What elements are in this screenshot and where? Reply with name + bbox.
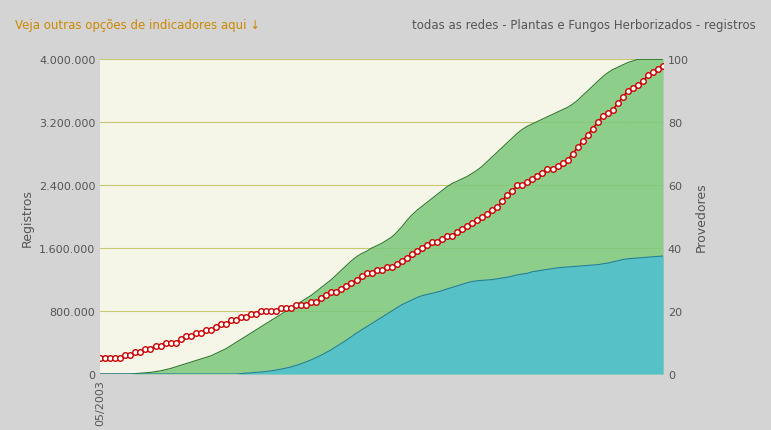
- Y-axis label: Registros: Registros: [20, 188, 33, 246]
- Text: todas as redes - Plantas e Fungos Herborizados - registros: todas as redes - Plantas e Fungos Herbor…: [412, 19, 756, 32]
- Y-axis label: Provedores: Provedores: [695, 182, 708, 252]
- Text: Veja outras opções de indicadores aqui ↓: Veja outras opções de indicadores aqui ↓: [15, 19, 261, 32]
